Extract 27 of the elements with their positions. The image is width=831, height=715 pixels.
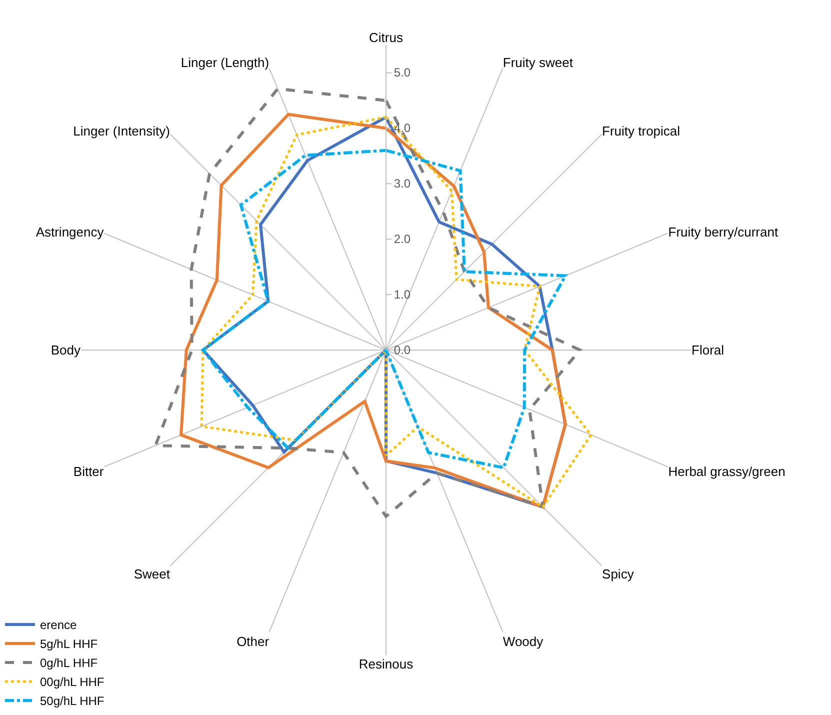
y-tick-label: 1.0 <box>394 288 411 302</box>
spoke-label: Fruity sweet <box>502 55 574 70</box>
y-tick-label: 5.0 <box>394 66 411 80</box>
legend-label: 5g/hL HHF <box>40 637 98 652</box>
spoke-label: Body <box>50 342 81 358</box>
spoke-label: Floral <box>692 342 724 358</box>
spoke-label: Astringency <box>36 224 104 240</box>
spoke-label: Fruity tropical <box>602 123 680 138</box>
y-tick-label: 2.0 <box>394 232 411 246</box>
spoke-label: Woody <box>502 634 544 650</box>
legend-label: 00g/hL HHF <box>40 675 104 690</box>
spoke-label: Sweet <box>134 566 170 582</box>
spoke-label: Resinous <box>358 656 414 672</box>
spoke-label: Linger (Length) <box>180 55 270 70</box>
spoke-label: Other <box>236 634 270 650</box>
spoke-label: Fruity berry/currant <box>668 224 778 240</box>
legend-label: 0g/hL HHF <box>40 656 98 670</box>
spoke-label: Citrus <box>369 30 404 45</box>
spoke-label: Bitter <box>73 464 104 480</box>
y-tick-label: 0.0 <box>394 342 411 357</box>
legend-label: 50g/hL HHF <box>40 694 104 708</box>
spoke-label: Linger (Intensity) <box>73 123 170 138</box>
y-tick-label: 3.0 <box>394 176 411 191</box>
legend-label: erence <box>40 618 78 632</box>
spoke-label: Herbal grassy/green <box>668 464 786 480</box>
y-tick-label: 4.0 <box>394 121 411 136</box>
spoke-label: Spicy <box>602 566 634 582</box>
